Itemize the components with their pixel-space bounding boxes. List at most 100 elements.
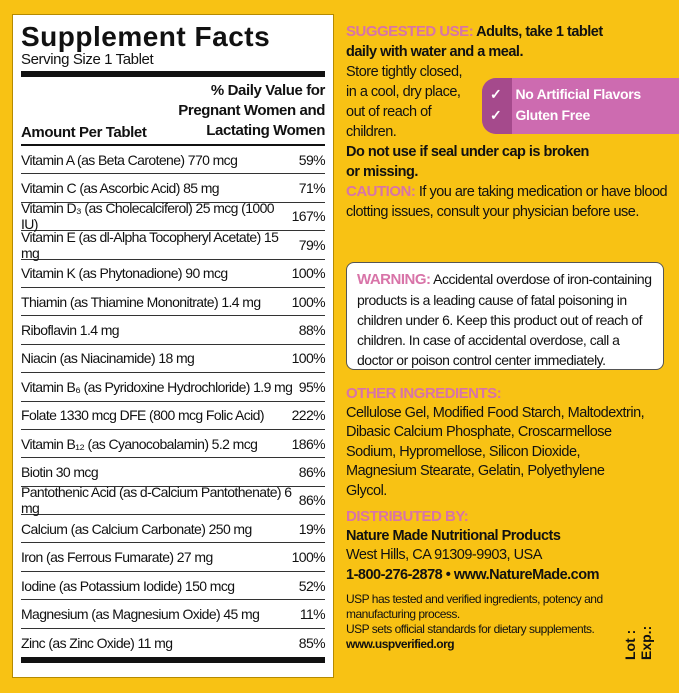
seal-text: or missing. [346, 164, 418, 180]
nutrient-row: Vitamin C (as Ascorbic Acid) 85 mg 71% [21, 174, 326, 203]
daily-value: 52% [298, 577, 326, 594]
dv-header: % Daily Value for Pregnant Women and Lac… [178, 81, 325, 141]
dv-header-line: Pregnant Women and [178, 102, 325, 119]
facts-title: Supplement Facts [21, 21, 271, 52]
facts-header: Amount Per Tablet % Daily Value for Preg… [21, 77, 325, 146]
company-address: West Hills, CA 91309-9903, USA [346, 547, 542, 563]
daily-value: 222% [291, 407, 326, 424]
daily-value: 59% [298, 151, 326, 168]
divider [21, 657, 325, 664]
nutrient-row: Zinc (as Zinc Oxide) 11 mg 85% [21, 629, 326, 657]
storage-text: in a cool, dry place, [346, 84, 461, 100]
caution-text: If you are taking medication or have blo… [346, 184, 668, 220]
caution-label: CAUTION: [346, 183, 416, 200]
daily-value: 88% [298, 322, 326, 339]
suggested-use: SUGGESTED USE: Adults, take 1 tablet [346, 22, 668, 42]
claim-label: Gluten Free [515, 107, 590, 123]
daily-value: 11% [299, 605, 326, 622]
nutrient-name: Folate 1330 mcg DFE (800 mcg Folic Acid) [21, 407, 264, 424]
daily-value: 95% [298, 378, 326, 395]
caution: CAUTION: If you are taking medication or… [346, 182, 668, 222]
daily-value: 186% [291, 435, 326, 452]
nutrient-row: Vitamin D₃ (as Cholecalciferol) 25 mcg (… [21, 200, 326, 233]
nutrient-row: Pantothenic Acid (as d-Calcium Pantothen… [21, 484, 326, 517]
exp-label: Exp.: [638, 625, 654, 660]
daily-value: 79% [298, 236, 326, 253]
amount-header: Amount Per Tablet [21, 124, 147, 141]
claim-item: ✓ Gluten Free [490, 107, 590, 124]
check-icon: ✓ [490, 107, 502, 123]
nutrient-row: Iodine (as Potassium Iodide) 150 mcg 52% [21, 572, 326, 601]
dv-header-line: % Daily Value for [210, 82, 325, 99]
daily-value: 100% [291, 293, 326, 310]
nutrient-name: Niacin (as Niacinamide) 18 mg [21, 350, 195, 367]
nutrient-name: Zinc (as Zinc Oxide) 11 mg [21, 634, 173, 651]
suggested-use-label: SUGGESTED USE: [346, 23, 474, 40]
nutrient-name: Vitamin D₃ (as Cholecalciferol) 25 mcg (… [21, 200, 275, 233]
nutrient-name: Iodine (as Potassium Iodide) 150 mcg [21, 577, 235, 594]
claim-item: ✓ No Artificial Flavors [490, 86, 641, 103]
nutrient-name: Thiamin (as Thiamine Mononitrate) 1.4 mg [21, 293, 261, 310]
lower-info: OTHER INGREDIENTS: Cellulose Gel, Modifi… [346, 384, 668, 652]
claims-badge: ✓ No Artificial Flavors ✓ Gluten Free [482, 78, 679, 134]
daily-value: 86% [298, 463, 326, 480]
nutrient-row: Vitamin E (as dl-Alpha Tocopheryl Acetat… [21, 228, 326, 261]
supplement-facts-panel: Supplement Facts Serving Size 1 Tablet A… [12, 14, 334, 678]
nutrient-name: Biotin 30 mcg [21, 463, 99, 480]
nutrient-name: Vitamin B₁₂ (as Cyanocobalamin) 5.2 mcg [21, 435, 258, 452]
check-icon: ✓ [490, 86, 502, 102]
nutrient-row: Vitamin A (as Beta Carotene) 770 mcg 59% [21, 146, 326, 175]
nutrient-name: Pantothenic Acid (as d-Calcium Pantothen… [21, 484, 292, 517]
nutrient-name: Vitamin K (as Phytonadione) 90 mcg [21, 265, 228, 282]
distributed-label: DISTRIBUTED BY: [346, 508, 469, 525]
nutrient-name: Vitamin C (as Ascorbic Acid) 85 mg [21, 180, 220, 197]
warning-text: Accidental overdose of iron-containing p… [357, 271, 652, 368]
ingredients-text: Cellulose Gel, Modified Food Starch, Mal… [346, 404, 645, 499]
daily-value: 100% [291, 350, 326, 367]
daily-value: 167% [291, 208, 326, 225]
badge-stripe [482, 78, 512, 134]
daily-value: 100% [291, 549, 326, 566]
nutrient-name: Calcium (as Calcium Carbonate) 250 mg [21, 520, 252, 537]
nutrient-row: Iron (as Ferrous Fumarate) 27 mg 100% [21, 543, 326, 572]
nutrient-row: Niacin (as Niacinamide) 18 mg 100% [21, 345, 326, 374]
usp-text: USP sets official standards for dietary … [346, 622, 595, 636]
nutrient-name: Vitamin A (as Beta Carotene) 770 mcg [21, 151, 238, 168]
storage-text: out of reach of [346, 104, 432, 120]
suggested-text: Adults, take 1 tablet [473, 24, 603, 40]
nutrient-row: Thiamin (as Thiamine Mononitrate) 1.4 mg… [21, 288, 326, 317]
nutrient-row: Vitamin K (as Phytonadione) 90 mcg 100% [21, 260, 326, 288]
storage-text: children. [346, 124, 397, 140]
lot-label: Lot : [622, 629, 638, 660]
nutrient-name: Vitamin E (as dl-Alpha Tocopheryl Acetat… [21, 228, 279, 261]
company-name: Nature Made Nutritional Products [346, 527, 561, 544]
nutrient-row: Calcium (as Calcium Carbonate) 250 mg 19% [21, 515, 326, 544]
daily-value: 86% [298, 492, 326, 509]
nutrient-row: Vitamin B₆ (as Pyridoxine Hydrochloride)… [21, 373, 326, 402]
serving-size: Serving Size 1 Tablet [21, 51, 154, 68]
dv-header-line: Lactating Women [206, 122, 325, 139]
seal-text: Do not use if seal under cap is broken [346, 144, 589, 160]
info-column: SUGGESTED USE: Adults, take 1 tablet dai… [346, 22, 668, 222]
company-contact: 1-800-276-2878 • www.NatureMade.com [346, 566, 600, 583]
nutrient-row: Magnesium (as Magnesium Oxide) 45 mg 11% [21, 600, 326, 629]
nutrient-row: Riboflavin 1.4 mg 88% [21, 316, 326, 345]
nutrient-name: Riboflavin 1.4 mg [21, 322, 120, 339]
warning-label: WARNING: [357, 271, 431, 288]
ingredients-label: OTHER INGREDIENTS: [346, 385, 502, 402]
nutrient-row: Folate 1330 mcg DFE (800 mcg Folic Acid)… [21, 402, 326, 430]
usp-link: www.uspverified.org [346, 637, 455, 651]
daily-value: 19% [298, 520, 326, 537]
storage-text: Store tightly closed, [346, 64, 463, 80]
nutrient-name: Iron (as Ferrous Fumarate) 27 mg [21, 549, 213, 566]
divider [21, 71, 325, 77]
daily-value: 71% [298, 180, 326, 197]
nutrient-row: Biotin 30 mcg 86% [21, 458, 326, 487]
nutrient-name: Magnesium (as Magnesium Oxide) 45 mg [21, 605, 260, 622]
nutrient-row: Vitamin B₁₂ (as Cyanocobalamin) 5.2 mcg 1… [21, 430, 326, 459]
daily-value: 85% [298, 634, 326, 651]
facts-rows: Vitamin A (as Beta Carotene) 770 mcg 59% V… [21, 146, 326, 657]
nutrient-name: Vitamin B₆ (as Pyridoxine Hydrochloride)… [21, 378, 293, 395]
lot-exp: Lot : Exp.: [622, 626, 654, 660]
usp-text: USP has tested and verified ingredients,… [346, 592, 603, 621]
